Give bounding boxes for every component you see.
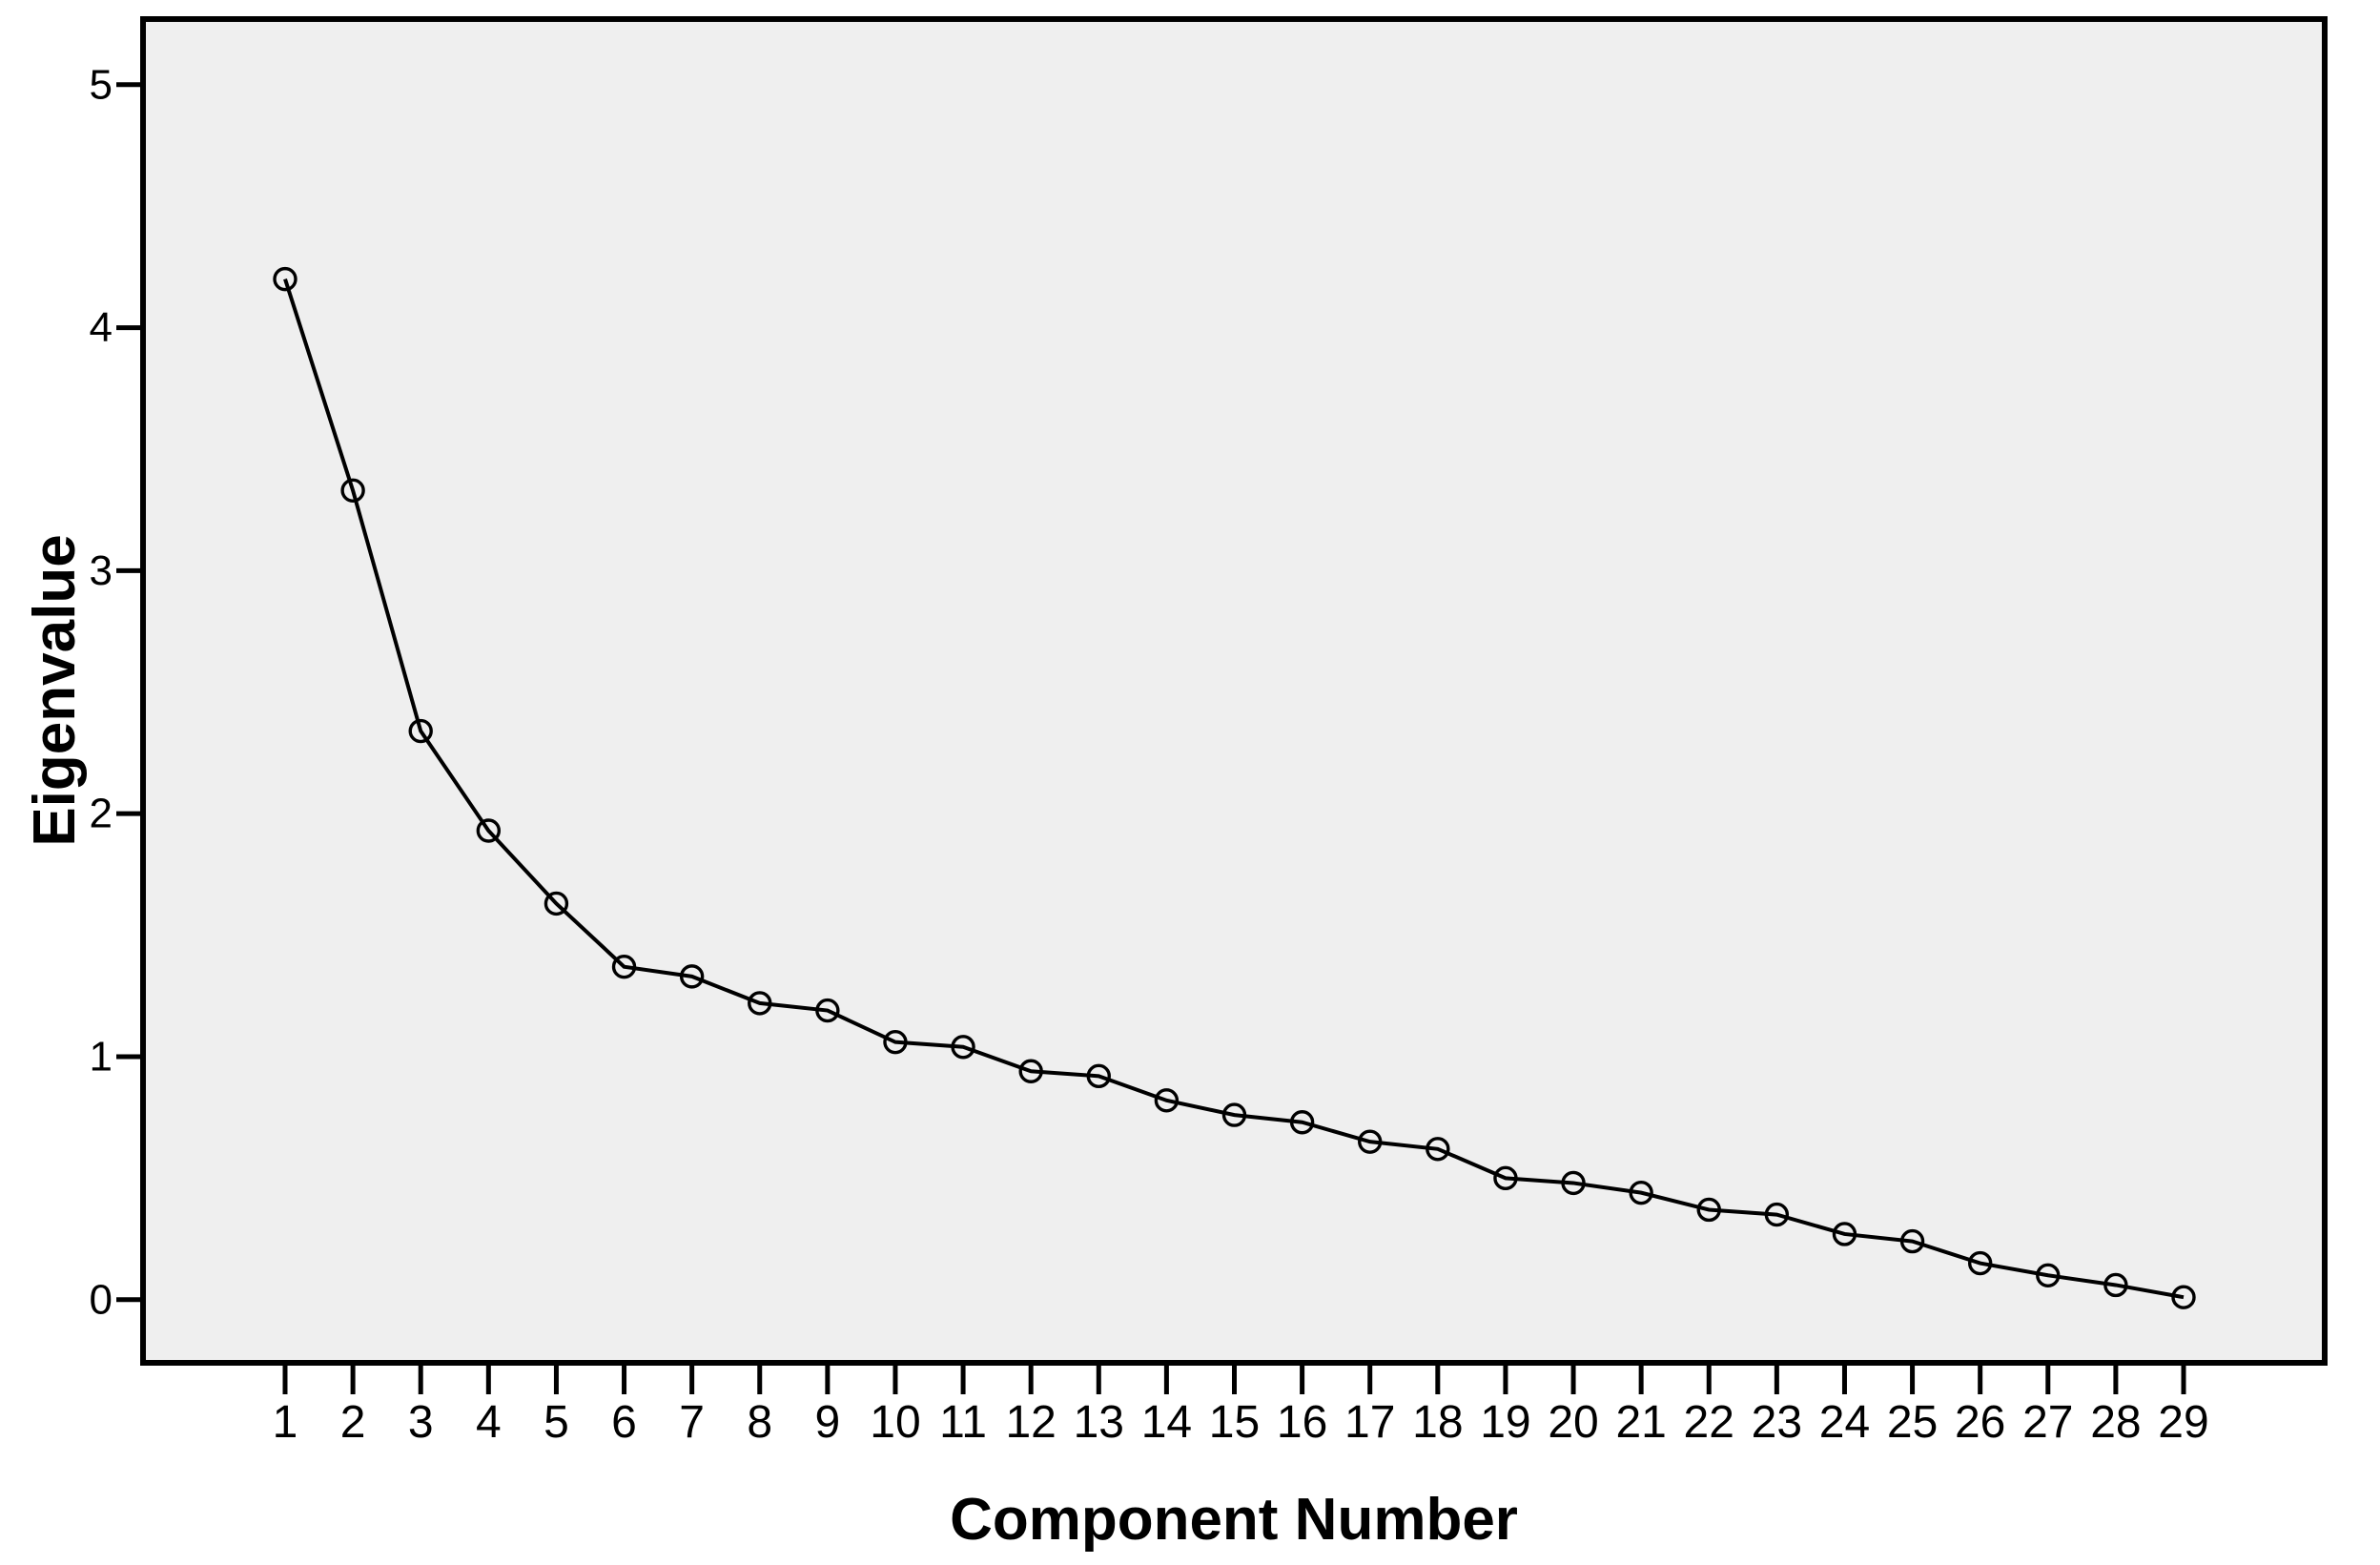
data-point-marker <box>951 1035 975 1060</box>
x-axis-ticks: 1 2 3 4 5 6 7 8 9 10 11 12 13 14 15 16 17 18 19 20 21 22 23 24 2… <box>273 1366 2209 1448</box>
data-point-marker <box>1018 1059 1043 1083</box>
data-point-marker <box>408 718 433 744</box>
data-point-marker <box>611 954 637 979</box>
x-tick-label: 18 <box>1412 1397 1463 1448</box>
data-point-marker <box>1967 1250 1993 1276</box>
x-tick-label: 10 <box>870 1397 920 1448</box>
x-tick-label: 28 <box>2090 1397 2141 1448</box>
x-tick-label: 5 <box>544 1397 569 1448</box>
y-tick-label: 3 <box>90 547 113 594</box>
x-tick-label: 7 <box>679 1397 705 1448</box>
x-tick-label: 26 <box>1955 1397 2005 1448</box>
x-tick-label: 9 <box>815 1397 841 1448</box>
x-tick-label: 20 <box>1548 1397 1598 1448</box>
y-tick-label: 2 <box>90 791 113 837</box>
data-point-marker <box>1561 1170 1586 1196</box>
x-tick-label: 17 <box>1344 1397 1395 1448</box>
data-point-marker <box>2103 1272 2128 1298</box>
data-point-marker <box>1764 1202 1790 1227</box>
data-point-marker <box>883 1029 908 1055</box>
x-tick-label: 11 <box>939 1397 987 1448</box>
data-point-marker <box>1154 1088 1180 1113</box>
x-tick-label: 25 <box>1887 1397 1938 1448</box>
x-tick-label: 8 <box>747 1397 772 1448</box>
x-tick-label: 6 <box>611 1397 637 1448</box>
x-tick-label: 22 <box>1684 1397 1734 1448</box>
x-tick-label: 12 <box>1005 1397 1056 1448</box>
x-tick-label: 21 <box>1615 1397 1666 1448</box>
y-axis-title: Eigenvalue <box>22 534 88 846</box>
y-axis-ticks: 0 1 2 3 4 5 <box>90 61 143 1323</box>
data-point-marker <box>340 478 365 503</box>
x-tick-label: 1 <box>273 1397 298 1448</box>
x-tick-label: 4 <box>476 1397 502 1448</box>
data-point-marker <box>1086 1063 1111 1089</box>
data-point-marker <box>476 818 502 843</box>
data-point-marker <box>544 891 569 916</box>
x-axis-title: Component Number <box>950 1487 1518 1553</box>
data-point-marker <box>1832 1222 1857 1246</box>
data-point-marker <box>1358 1129 1383 1154</box>
x-tick-label: 3 <box>408 1397 434 1448</box>
data-point-marker <box>1493 1165 1518 1191</box>
plot-area <box>140 16 2328 1366</box>
x-tick-label: 13 <box>1074 1397 1124 1448</box>
data-point-marker <box>1899 1228 1925 1254</box>
data-point-marker <box>679 964 705 989</box>
x-tick-label: 14 <box>1141 1397 1192 1448</box>
data-point-marker <box>815 998 840 1023</box>
x-tick-label: 19 <box>1480 1397 1530 1448</box>
data-point-marker <box>748 991 772 1016</box>
eigenvalue-series <box>273 266 2196 1309</box>
x-tick-label: 16 <box>1277 1397 1327 1448</box>
data-point-marker <box>273 266 298 292</box>
data-point-marker <box>2036 1263 2061 1287</box>
scree-line <box>283 278 2185 1300</box>
data-point-marker <box>1629 1180 1653 1205</box>
y-tick-label: 5 <box>90 61 113 108</box>
y-tick-label: 1 <box>90 1033 113 1080</box>
data-point-marker <box>2171 1285 2196 1309</box>
y-tick-label: 4 <box>90 304 113 351</box>
data-point-marker <box>1221 1102 1247 1127</box>
x-tick-label: 15 <box>1209 1397 1260 1448</box>
y-tick-label: 0 <box>90 1276 113 1323</box>
data-point-marker <box>1426 1137 1450 1162</box>
x-tick-label: 27 <box>2022 1397 2073 1448</box>
x-tick-label: 23 <box>1752 1397 1802 1448</box>
x-tick-label: 2 <box>340 1397 366 1448</box>
x-tick-label: 24 <box>1819 1397 1870 1448</box>
data-point-marker <box>1696 1197 1721 1223</box>
x-tick-label: 29 <box>2158 1397 2208 1448</box>
data-point-marker <box>1289 1110 1315 1135</box>
